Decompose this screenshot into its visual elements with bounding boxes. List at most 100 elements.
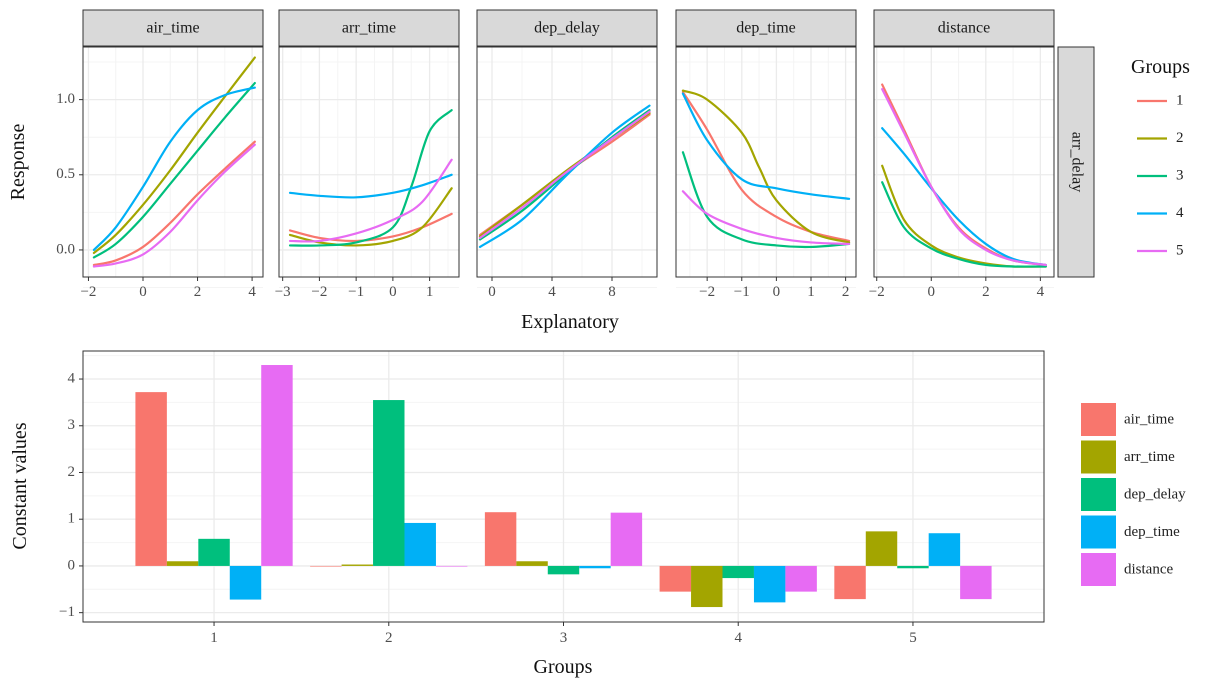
y-tick-label: −1 bbox=[59, 604, 75, 620]
bar-arr_time-group-4 bbox=[691, 565, 723, 608]
x-tick-label: 2 bbox=[982, 284, 990, 300]
bar-arr_time-group-5 bbox=[865, 531, 898, 566]
facet-panel-arr_time: arr_time −3 −2 −1 0 1 bbox=[275, 9, 460, 300]
x-tick-label: 1 bbox=[807, 284, 815, 300]
facet-title: dep_delay bbox=[534, 20, 600, 37]
x-tick-label: 0 bbox=[389, 284, 397, 300]
facet-panel-dep_delay: dep_delay 0 4 8 bbox=[476, 9, 658, 300]
y-tick-label: 4 bbox=[68, 370, 76, 386]
facet-strip-right bbox=[1057, 46, 1095, 278]
x-tick-label: 0 bbox=[773, 284, 781, 300]
facet-title: air_time bbox=[146, 20, 199, 37]
series-line-group-5 bbox=[881, 87, 1047, 267]
x-tick-label: 2 bbox=[842, 284, 850, 300]
bar-distance-group-2 bbox=[435, 565, 468, 567]
y-tick-label: 1 bbox=[68, 511, 76, 527]
y-axis-title: Constant values bbox=[9, 422, 31, 549]
facet-strip bbox=[873, 9, 1055, 47]
bar-distance-group-4 bbox=[785, 565, 817, 592]
legend-label: arr_time bbox=[1124, 449, 1175, 465]
panel-border bbox=[873, 46, 1055, 278]
series-line-group-4 bbox=[288, 173, 453, 199]
series-line-group-4 bbox=[681, 92, 851, 200]
x-tick-label: 4 bbox=[548, 284, 556, 300]
legend-key-dep_delay bbox=[1081, 478, 1116, 511]
y-tick-label: 3 bbox=[68, 417, 76, 433]
panel-border bbox=[278, 46, 460, 278]
x-tick-label: −1 bbox=[734, 284, 750, 300]
x-tick-label: 1 bbox=[426, 284, 434, 300]
x-tick-label: −2 bbox=[869, 284, 885, 300]
y-tick-label: 0 bbox=[68, 557, 76, 573]
x-tick-label: 4 bbox=[248, 284, 256, 300]
bar-dep_time-group-3 bbox=[579, 565, 611, 569]
bar-air_time-group-5 bbox=[834, 565, 866, 600]
bar-dep_time-group-5 bbox=[928, 533, 961, 566]
bar-dep_delay-group-4 bbox=[722, 565, 754, 579]
y-tick-label: 0.0 bbox=[56, 241, 75, 257]
bar-air_time-group-4 bbox=[659, 565, 692, 592]
x-tick-label: 3 bbox=[560, 630, 568, 646]
series-line-group-3 bbox=[92, 81, 256, 259]
series-line-group-5 bbox=[92, 143, 256, 268]
bar-air_time-group-3 bbox=[484, 512, 517, 566]
series-line-group-5 bbox=[288, 158, 453, 243]
bar-dep_delay-group-3 bbox=[547, 565, 580, 575]
facet-strip bbox=[675, 9, 857, 47]
series-line-group-3 bbox=[288, 109, 453, 247]
panel-border bbox=[476, 46, 658, 278]
legend-title: Groups bbox=[1131, 56, 1190, 78]
x-tick-label: 4 bbox=[734, 630, 742, 646]
bar-distance-group-1 bbox=[261, 365, 293, 566]
x-axis-title: Explanatory bbox=[521, 311, 619, 333]
series-line-group-3 bbox=[881, 181, 1047, 268]
facet-strip bbox=[278, 9, 460, 47]
legend-label: dep_time bbox=[1124, 524, 1180, 540]
series-line-group-5 bbox=[478, 110, 651, 240]
bar-arr_time-group-1 bbox=[166, 561, 199, 566]
facet-panel-distance: distance −2 0 2 4 bbox=[869, 9, 1055, 300]
series-line-group-5 bbox=[681, 190, 851, 246]
facet-panel-dep_time: dep_time −2 −1 0 1 2 bbox=[675, 9, 857, 300]
x-tick-label: −2 bbox=[311, 284, 327, 300]
x-tick-label: 8 bbox=[608, 284, 616, 300]
x-tick-label: −2 bbox=[699, 284, 715, 300]
series-line-group-1 bbox=[92, 140, 256, 267]
panel-background bbox=[874, 47, 1054, 277]
facet-title: dep_time bbox=[736, 20, 796, 37]
facet-strip-right-label: arr_delay bbox=[1068, 132, 1085, 192]
legend-label: 3 bbox=[1176, 167, 1184, 183]
y-axis-title: Response bbox=[7, 124, 29, 201]
series-line-group-2 bbox=[92, 56, 256, 255]
series-line-group-4 bbox=[92, 86, 256, 252]
y-tick-label: 1.0 bbox=[56, 91, 75, 107]
bar-distance-group-3 bbox=[610, 512, 643, 566]
series-line-group-2 bbox=[681, 89, 851, 244]
y-tick-label: 2 bbox=[68, 464, 76, 480]
bar-distance-group-5 bbox=[960, 565, 992, 600]
x-tick-label: 4 bbox=[1037, 284, 1045, 300]
grouped-bar-chart: −1 0 1 2 3 4 1 2 3 4 5 Groups Constant values air_tim… bbox=[9, 350, 1186, 678]
x-tick-label: 0 bbox=[139, 284, 147, 300]
series-line-group-3 bbox=[681, 151, 851, 249]
panel-border bbox=[82, 46, 264, 278]
legend-label: distance bbox=[1124, 561, 1173, 577]
facet-title: distance bbox=[938, 20, 990, 37]
bar-air_time-group-1 bbox=[135, 392, 167, 566]
y-tick-label: 0.5 bbox=[56, 166, 75, 182]
legend-key-air_time bbox=[1081, 403, 1116, 436]
x-tick-label: 1 bbox=[210, 630, 218, 646]
legend-label: 4 bbox=[1176, 205, 1184, 221]
x-tick-label: 0 bbox=[928, 284, 936, 300]
x-axis-title: Groups bbox=[534, 656, 593, 678]
series-line-group-4 bbox=[881, 127, 1047, 267]
panel-background bbox=[477, 47, 657, 277]
x-tick-label: −1 bbox=[348, 284, 364, 300]
legend-key-arr_time bbox=[1081, 440, 1116, 474]
series-line-group-4 bbox=[478, 104, 651, 249]
x-tick-label: 2 bbox=[385, 630, 393, 646]
legend-label: air_time bbox=[1124, 411, 1174, 427]
x-tick-label: 2 bbox=[194, 284, 202, 300]
